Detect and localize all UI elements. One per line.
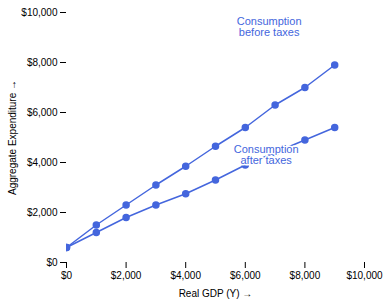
- svg-text:$0: $0: [46, 257, 58, 268]
- svg-text:Aggregate Expenditure →: Aggregate Expenditure →: [7, 80, 18, 195]
- svg-text:$4,000: $4,000: [170, 270, 201, 281]
- svg-text:$10,000: $10,000: [346, 270, 383, 281]
- svg-text:Consumptionbefore taxes: Consumptionbefore taxes: [237, 15, 302, 38]
- svg-text:$2,000: $2,000: [111, 270, 142, 281]
- svg-text:$8,000: $8,000: [290, 270, 321, 281]
- svg-text:$2,000: $2,000: [27, 207, 58, 218]
- svg-text:Consumptionafter taxes: Consumptionafter taxes: [234, 143, 299, 166]
- svg-text:Real GDP (Y) →: Real GDP (Y) →: [179, 288, 253, 299]
- svg-text:$10,000: $10,000: [21, 7, 58, 18]
- svg-text:$4,000: $4,000: [27, 157, 58, 168]
- svg-text:$0: $0: [61, 270, 73, 281]
- svg-text:$8,000: $8,000: [27, 57, 58, 68]
- svg-text:$6,000: $6,000: [230, 270, 261, 281]
- svg-text:$6,000: $6,000: [27, 107, 58, 118]
